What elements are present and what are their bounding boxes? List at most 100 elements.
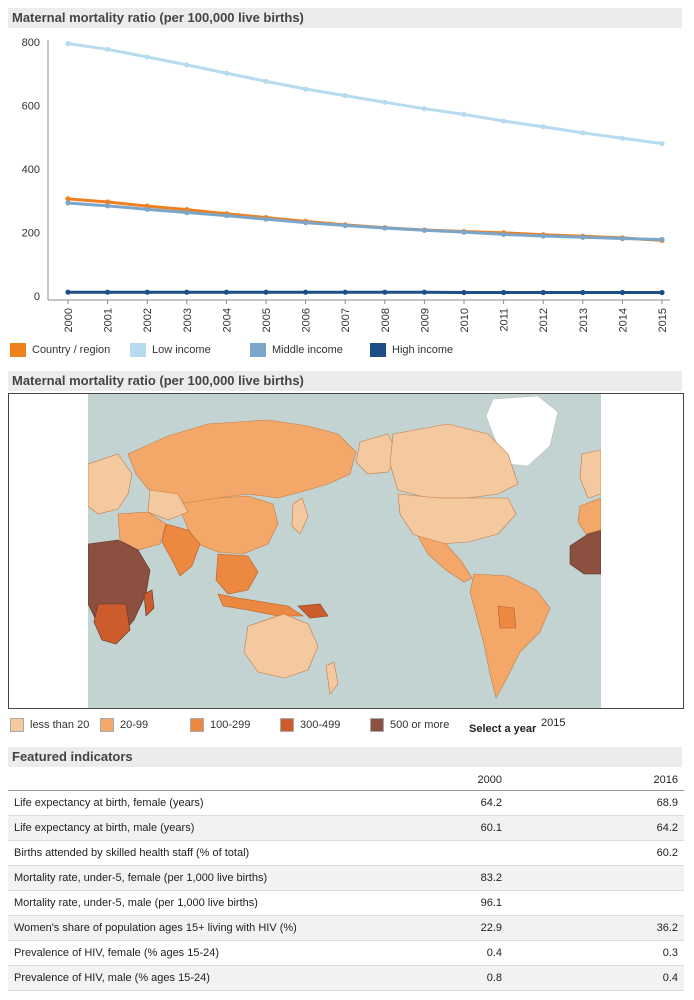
series-2-point <box>105 203 111 209</box>
indicator-value-2016: 60.2 <box>508 840 684 866</box>
map-legend-item-4[interactable]: 300-499 <box>280 718 340 732</box>
table-row: Life expectancy at birth, female (years)… <box>8 790 684 816</box>
legend-item-country[interactable]: Country / region <box>10 343 110 357</box>
series-3-point <box>461 289 467 296</box>
indicator-value-2000 <box>408 840 508 866</box>
indicator-label: Prevalence of HIV, male (% ages 15-24) <box>8 965 408 991</box>
line-chart-svg: 0 200 400 600 800 2000 2001 2002 2003 2004 2005 200… <box>22 37 670 332</box>
indicator-value-2016 <box>508 890 684 916</box>
y-tick-label: 600 <box>22 101 40 113</box>
indicator-value-2016: 64.2 <box>508 815 684 841</box>
indicator-value-2000: 64.2 <box>408 790 508 816</box>
series-3-point <box>382 289 388 295</box>
legend-item-middle-income[interactable]: Middle income <box>250 343 343 357</box>
indicator-value-2016: 36.2 <box>508 915 684 941</box>
map-legend-label-2: 20-99 <box>120 719 149 731</box>
table-row: Prevalence of HIV, female (% ages 15-24)… <box>8 940 684 966</box>
series-1-point <box>303 86 309 92</box>
series-2-point <box>619 235 626 242</box>
map-legend-item-5[interactable]: 500 or more <box>370 718 449 732</box>
series-1-point <box>263 78 269 84</box>
x-tick-label: 2000 <box>63 308 75 332</box>
series-3-point <box>263 289 269 295</box>
indicators-header-label <box>8 770 408 791</box>
map-legend-swatch-3 <box>190 718 204 732</box>
series-2-point <box>501 231 507 238</box>
map-region-png <box>297 603 329 619</box>
series-2-point <box>263 216 269 222</box>
series-1-point <box>461 111 467 117</box>
series-2-point <box>540 233 546 239</box>
map-region-madagascar <box>143 589 155 617</box>
series-1-point <box>184 62 190 68</box>
legend-swatch-middle-income <box>250 343 266 357</box>
series-1-point <box>65 40 71 47</box>
series-0-point <box>65 196 71 202</box>
series-line-1 <box>67 42 663 146</box>
map-region-west-africa-right <box>569 529 601 575</box>
indicator-value-2016 <box>508 865 684 891</box>
table-row: Women's share of population ages 15+ liv… <box>8 915 684 941</box>
indicators-header-2000: 2000 <box>408 770 508 791</box>
x-tick-label: 2005 <box>261 308 273 332</box>
table-row: Mortality rate, under-5, male (per 1,000… <box>8 890 684 916</box>
indicator-value-2016: 0.4 <box>508 965 684 991</box>
x-tick-label: 2015 <box>657 308 669 332</box>
x-tick-label: 2004 <box>221 308 233 332</box>
map-legend-item-3[interactable]: 100-299 <box>190 718 250 732</box>
indicator-value-2000: 83.2 <box>408 865 508 891</box>
series-2-point <box>421 227 427 233</box>
legend-swatch-country <box>10 343 26 357</box>
series-2-point <box>65 200 71 206</box>
y-tick-label: 800 <box>22 37 40 49</box>
series-0-point <box>105 199 111 205</box>
map-legend-item-1[interactable]: less than 20 <box>10 718 89 732</box>
series-3-point <box>540 289 546 296</box>
select-year-value[interactable]: 2015 <box>541 717 566 729</box>
legend-label-low-income: Low income <box>152 344 211 356</box>
legend-label-middle-income: Middle income <box>272 344 343 356</box>
series-3-point <box>342 289 348 295</box>
series-2-point <box>144 206 150 212</box>
chart-section-title: Maternal mortality ratio (per 100,000 li… <box>8 8 682 28</box>
map-region-alaska <box>355 433 399 475</box>
map-legend-item-2[interactable]: 20-99 <box>100 718 148 732</box>
line-chart: 0 200 400 600 800 2000 2001 2002 2003 2004 2005 200… <box>0 28 694 340</box>
x-tick-label: 2012 <box>538 308 550 332</box>
series-3-point <box>105 289 111 295</box>
x-tick-label: 2001 <box>103 308 115 332</box>
legend-item-high-income[interactable]: High income <box>370 343 453 357</box>
indicator-label: Life expectancy at birth, female (years) <box>8 790 408 816</box>
legend-swatch-high-income <box>370 343 386 357</box>
table-row: Life expectancy at birth, male (years) 60… <box>8 815 684 841</box>
x-tick-label: 2011 <box>499 308 511 332</box>
map-region-usa <box>397 493 517 545</box>
x-tick-label: 2007 <box>340 308 352 332</box>
map-legend-swatch-1 <box>10 718 24 732</box>
map-region-greenland <box>485 395 559 467</box>
series-1-point <box>501 118 507 124</box>
series-line-2 <box>67 201 663 241</box>
series-2-point <box>184 209 190 216</box>
world-map[interactable] <box>8 393 684 709</box>
series-2-point <box>303 220 309 226</box>
indicator-value-2016: 68.9 <box>508 790 684 816</box>
series-1-point <box>382 99 388 105</box>
indicator-value-2000: 22.9 <box>408 915 508 941</box>
indicators-table: 2000 2016 Life expectancy at birth, fema… <box>8 770 684 991</box>
map-legend-swatch-4 <box>280 718 294 732</box>
series-3-point <box>501 289 507 296</box>
map-ocean[interactable] <box>88 394 601 708</box>
series-3-point <box>144 289 150 295</box>
series-1-point <box>619 135 626 141</box>
x-tick-label: 2014 <box>617 308 629 332</box>
indicator-label: Mortality rate, under-5, female (per 1,0… <box>8 865 408 891</box>
indicator-label: Births attended by skilled health staff … <box>8 840 408 866</box>
series-1-point <box>580 130 586 136</box>
x-tick-label: 2010 <box>459 308 471 332</box>
legend-item-low-income[interactable]: Low income <box>130 343 211 357</box>
indicator-label: Women's share of population ages 15+ liv… <box>8 915 408 941</box>
indicator-value-2000: 60.1 <box>408 815 508 841</box>
map-svg <box>88 395 601 699</box>
map-legend-label-4: 300-499 <box>300 719 341 731</box>
